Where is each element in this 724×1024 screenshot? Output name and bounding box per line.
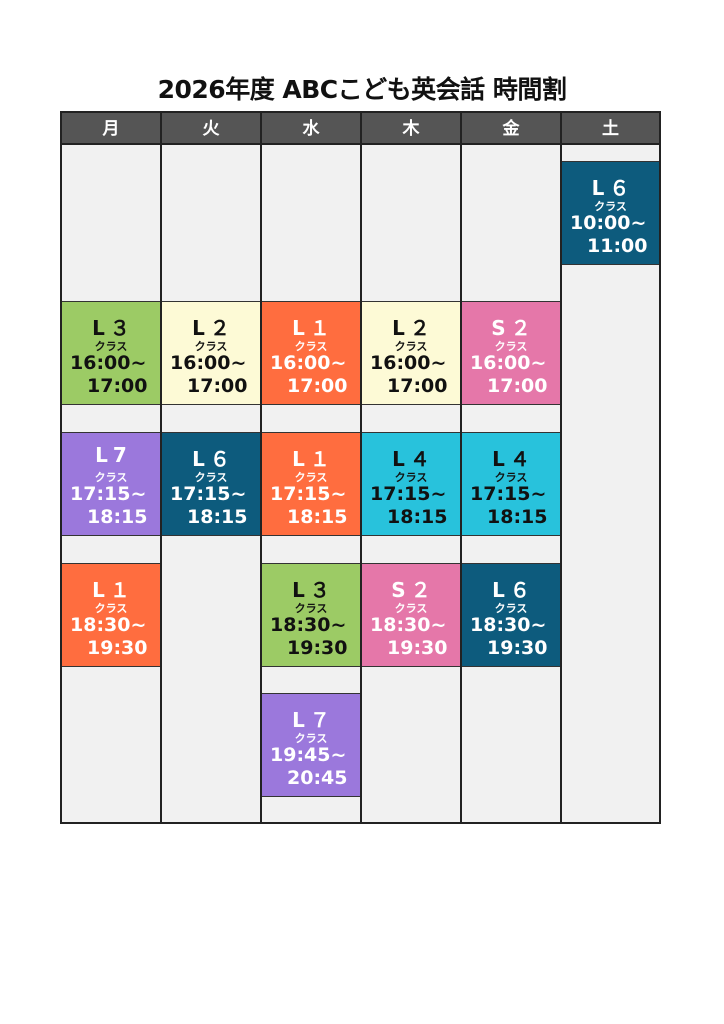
class-suffix-label: クラス (94, 340, 128, 353)
class-name: L７ (292, 708, 335, 732)
end-time: 18:15 (187, 506, 248, 528)
class-suffix-label: クラス (494, 340, 528, 353)
day-column: 火 L２ クラス 16:00~ 17:00 L６ クラス 17:15~ 18:15 (162, 113, 262, 822)
class-name: S２ (491, 316, 536, 340)
class-block: L４ クラス 17:15~ 18:15 (362, 432, 460, 536)
class-suffix-label: クラス (94, 602, 128, 615)
class-suffix-label: クラス (394, 340, 428, 353)
day-header: 土 (562, 113, 659, 145)
class-suffix-label: クラス (394, 471, 428, 484)
class-block: L7 クラス 17:15~ 18:15 (62, 432, 160, 536)
class-block: L６ クラス 10:00~ 11:00 (562, 161, 659, 265)
end-time: 19:30 (87, 637, 148, 659)
day-header: 月 (62, 113, 160, 145)
end-time: 19:30 (487, 637, 548, 659)
start-time: 17:15~ (170, 483, 247, 505)
class-name: L４ (392, 447, 435, 471)
class-suffix-label: クラス (294, 732, 328, 745)
end-time: 19:30 (287, 637, 348, 659)
class-name: L7 (95, 443, 132, 467)
class-suffix-label: クラス (494, 602, 528, 615)
start-time: 16:00~ (270, 352, 347, 374)
end-time: 18:15 (287, 506, 348, 528)
class-block: S２ クラス 16:00~ 17:00 (462, 301, 560, 405)
class-block: L６ クラス 17:15~ 18:15 (162, 432, 260, 536)
start-time: 17:15~ (270, 483, 347, 505)
end-time: 20:45 (287, 767, 348, 789)
start-time: 16:00~ (170, 352, 247, 374)
day-header: 木 (362, 113, 460, 145)
class-block: L１ クラス 18:30~ 19:30 (62, 563, 160, 667)
start-time: 16:00~ (370, 352, 447, 374)
class-name: L６ (492, 578, 535, 602)
end-time: 17:00 (87, 375, 148, 397)
day-column: 土 L６ クラス 10:00~ 11:00 (562, 113, 659, 822)
class-suffix-label: クラス (194, 340, 228, 353)
end-time: 17:00 (187, 375, 248, 397)
class-suffix-label: クラス (194, 471, 228, 484)
start-time: 17:15~ (370, 483, 447, 505)
day-column: 木 L２ クラス 16:00~ 17:00 L４ クラス 17:15~ 18:15 S２ クラス 18… (362, 113, 462, 822)
end-time: 17:00 (287, 375, 348, 397)
timetable-grid: 月 L３ クラス 16:00~ 17:00 L7 クラス 17:15~ 18:15 L１ クラス 18… (60, 111, 661, 824)
class-block: S２ クラス 18:30~ 19:30 (362, 563, 460, 667)
day-header: 水 (262, 113, 360, 145)
class-block: L３ クラス 18:30~ 19:30 (262, 563, 360, 667)
end-time: 19:30 (387, 637, 448, 659)
day-header: 火 (162, 113, 260, 145)
day-column: 水 L１ クラス 16:00~ 17:00 L１ クラス 17:15~ 18:15 L３ クラス 18… (262, 113, 362, 822)
class-block: L４ クラス 17:15~ 18:15 (462, 432, 560, 536)
end-time: 17:00 (487, 375, 548, 397)
class-name: L２ (392, 316, 435, 340)
start-time: 18:30~ (70, 614, 147, 636)
class-block: L７ クラス 19:45~ 20:45 (262, 693, 360, 797)
start-time: 17:15~ (470, 483, 547, 505)
end-time: 18:15 (87, 506, 148, 528)
class-name: S２ (391, 578, 436, 602)
end-time: 17:00 (387, 375, 448, 397)
class-block: L２ クラス 16:00~ 17:00 (162, 301, 260, 405)
class-block: L１ クラス 17:15~ 18:15 (262, 432, 360, 536)
day-column: 月 L３ クラス 16:00~ 17:00 L7 クラス 17:15~ 18:15 L１ クラス 18… (62, 113, 162, 822)
class-suffix-label: クラス (494, 471, 528, 484)
class-suffix-label: クラス (594, 200, 627, 213)
end-time: 18:15 (387, 506, 448, 528)
page-title: 2026年度 ABCこども英会話 時間割 (157, 75, 567, 104)
end-time: 11:00 (587, 235, 648, 257)
start-time: 17:15~ (70, 483, 147, 505)
class-suffix-label: クラス (94, 471, 128, 484)
class-suffix-label: クラス (294, 340, 328, 353)
start-time: 18:30~ (470, 614, 547, 636)
class-suffix-label: クラス (294, 471, 328, 484)
class-name: L３ (292, 578, 335, 602)
start-time: 19:45~ (270, 744, 347, 766)
class-name: L２ (192, 316, 235, 340)
start-time: 16:00~ (70, 352, 147, 374)
end-time: 18:15 (487, 506, 548, 528)
class-suffix-label: クラス (394, 602, 428, 615)
start-time: 16:00~ (470, 352, 547, 374)
day-column: 金 S２ クラス 16:00~ 17:00 L４ クラス 17:15~ 18:15 L６ クラス 18… (462, 113, 562, 822)
start-time: 10:00~ (570, 212, 647, 234)
class-name: L１ (292, 447, 335, 471)
day-header: 金 (462, 113, 560, 145)
class-suffix-label: クラス (294, 602, 328, 615)
start-time: 18:30~ (270, 614, 347, 636)
class-block: L３ クラス 16:00~ 17:00 (62, 301, 160, 405)
class-block: L２ クラス 16:00~ 17:00 (362, 301, 460, 405)
class-name: L６ (591, 176, 635, 200)
class-name: L６ (192, 447, 235, 471)
class-name: L１ (92, 578, 135, 602)
start-time: 18:30~ (370, 614, 447, 636)
class-name: L３ (92, 316, 135, 340)
class-block: L１ クラス 16:00~ 17:00 (262, 301, 360, 405)
class-block: L６ クラス 18:30~ 19:30 (462, 563, 560, 667)
class-name: L１ (292, 316, 335, 340)
class-name: L４ (492, 447, 535, 471)
